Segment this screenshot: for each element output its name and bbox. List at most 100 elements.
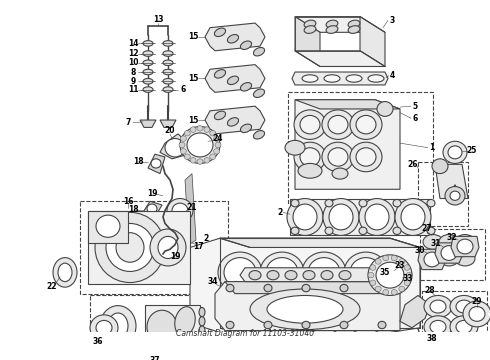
Polygon shape xyxy=(290,198,430,235)
Ellipse shape xyxy=(163,51,173,56)
Ellipse shape xyxy=(404,265,410,270)
Ellipse shape xyxy=(214,149,220,154)
Ellipse shape xyxy=(393,227,401,234)
Polygon shape xyxy=(190,238,420,332)
Ellipse shape xyxy=(302,321,310,329)
Ellipse shape xyxy=(143,60,153,66)
Ellipse shape xyxy=(227,35,239,43)
Ellipse shape xyxy=(53,258,77,287)
Text: 2: 2 xyxy=(203,234,209,243)
Ellipse shape xyxy=(285,270,297,280)
Ellipse shape xyxy=(450,296,478,318)
Text: 37: 37 xyxy=(149,356,160,360)
Ellipse shape xyxy=(368,75,384,82)
Text: 24: 24 xyxy=(213,134,223,143)
Ellipse shape xyxy=(406,273,412,278)
Text: 3: 3 xyxy=(390,16,394,25)
Ellipse shape xyxy=(264,284,272,292)
Ellipse shape xyxy=(106,224,154,271)
Text: 20: 20 xyxy=(165,126,175,135)
Ellipse shape xyxy=(308,258,340,287)
Ellipse shape xyxy=(375,286,381,292)
Text: 36: 36 xyxy=(93,337,103,346)
Ellipse shape xyxy=(348,20,360,28)
Bar xyxy=(145,305,200,349)
Ellipse shape xyxy=(302,75,318,82)
Ellipse shape xyxy=(218,252,262,293)
Text: 6: 6 xyxy=(180,85,186,94)
Ellipse shape xyxy=(378,321,386,329)
Polygon shape xyxy=(295,17,385,32)
Ellipse shape xyxy=(344,294,388,334)
Ellipse shape xyxy=(456,300,472,313)
Ellipse shape xyxy=(199,326,205,335)
Ellipse shape xyxy=(267,270,279,280)
Text: 12: 12 xyxy=(128,49,138,58)
Ellipse shape xyxy=(95,212,165,283)
Text: 32: 32 xyxy=(447,233,457,242)
Ellipse shape xyxy=(210,130,216,136)
Ellipse shape xyxy=(199,307,205,317)
Text: 9: 9 xyxy=(130,77,136,86)
Ellipse shape xyxy=(143,78,153,84)
Ellipse shape xyxy=(321,270,333,280)
Text: 35: 35 xyxy=(380,268,390,277)
Ellipse shape xyxy=(346,75,362,82)
Ellipse shape xyxy=(350,299,382,329)
Polygon shape xyxy=(400,296,430,328)
Ellipse shape xyxy=(241,41,251,49)
Ellipse shape xyxy=(430,300,446,313)
Ellipse shape xyxy=(226,284,234,292)
Polygon shape xyxy=(143,201,162,217)
Ellipse shape xyxy=(383,289,389,295)
Ellipse shape xyxy=(441,246,457,260)
Text: 27: 27 xyxy=(422,225,432,234)
Ellipse shape xyxy=(322,110,354,139)
Ellipse shape xyxy=(424,252,440,267)
Ellipse shape xyxy=(224,299,256,329)
Ellipse shape xyxy=(445,186,465,205)
Ellipse shape xyxy=(399,259,405,264)
Ellipse shape xyxy=(227,118,239,126)
Ellipse shape xyxy=(179,142,185,148)
Ellipse shape xyxy=(294,110,326,139)
Ellipse shape xyxy=(378,284,386,292)
Ellipse shape xyxy=(328,148,348,166)
Bar xyxy=(88,211,128,243)
Ellipse shape xyxy=(163,78,173,84)
Ellipse shape xyxy=(253,48,265,56)
Ellipse shape xyxy=(368,273,374,278)
Polygon shape xyxy=(205,106,265,134)
Ellipse shape xyxy=(423,234,443,249)
Ellipse shape xyxy=(359,199,367,207)
Polygon shape xyxy=(435,243,463,263)
Ellipse shape xyxy=(96,320,112,335)
Ellipse shape xyxy=(58,263,72,282)
Text: 6: 6 xyxy=(413,114,417,123)
Ellipse shape xyxy=(399,286,405,292)
Ellipse shape xyxy=(100,306,136,346)
Ellipse shape xyxy=(215,142,221,148)
Ellipse shape xyxy=(393,199,401,207)
Text: 31: 31 xyxy=(431,239,441,248)
Ellipse shape xyxy=(350,258,382,287)
Ellipse shape xyxy=(424,316,452,338)
Polygon shape xyxy=(220,238,420,247)
Ellipse shape xyxy=(332,168,348,179)
Ellipse shape xyxy=(158,237,178,258)
Polygon shape xyxy=(225,282,400,294)
Ellipse shape xyxy=(172,203,188,218)
Ellipse shape xyxy=(163,41,173,46)
Ellipse shape xyxy=(325,199,333,207)
Ellipse shape xyxy=(455,251,475,266)
Polygon shape xyxy=(295,100,400,109)
Ellipse shape xyxy=(377,102,393,116)
Polygon shape xyxy=(215,282,400,330)
Text: 28: 28 xyxy=(425,286,435,295)
Ellipse shape xyxy=(423,251,443,266)
Ellipse shape xyxy=(391,255,397,261)
Text: 7: 7 xyxy=(125,118,131,127)
Ellipse shape xyxy=(302,252,346,293)
Ellipse shape xyxy=(304,26,316,33)
Ellipse shape xyxy=(241,124,251,132)
